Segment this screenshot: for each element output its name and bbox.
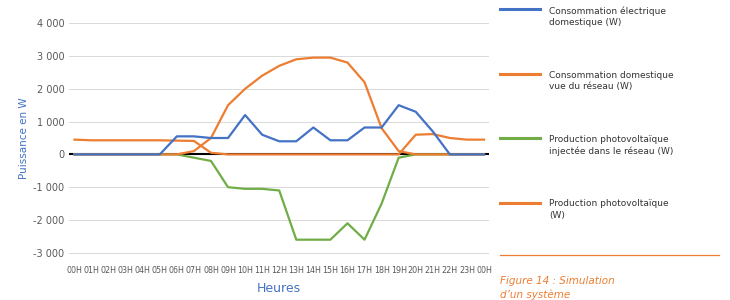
Text: Consommation électrique
domestique (W): Consommation électrique domestique (W) [549, 6, 666, 27]
X-axis label: Heures: Heures [257, 282, 301, 295]
Text: Production photovoltaïque
injectée dans le réseau (W): Production photovoltaïque injectée dans … [549, 135, 673, 156]
Text: Production photovoltaïque
(W): Production photovoltaïque (W) [549, 200, 669, 220]
Text: Figure 14 : Simulation
d’un système
photovoltaïque sur une
maison individuelle: Figure 14 : Simulation d’un système phot… [500, 276, 621, 300]
Text: Consommation domestique
vue du réseau (W): Consommation domestique vue du réseau (W… [549, 70, 674, 91]
Y-axis label: Puissance en W: Puissance en W [19, 97, 29, 179]
